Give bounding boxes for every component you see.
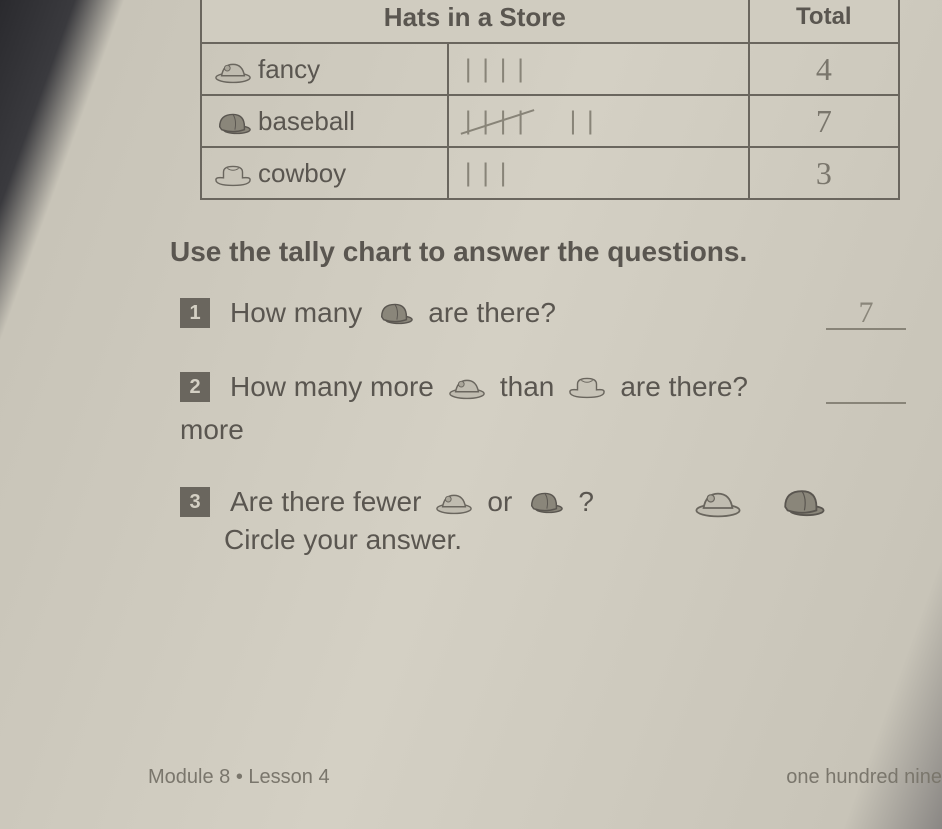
fancy-hat-icon	[448, 374, 486, 400]
hat-name-cell: fancy	[201, 43, 448, 95]
question-1: 1 How many are there? 7	[180, 296, 912, 330]
q2-text-pre: How many more	[230, 371, 434, 403]
cowboy-hat-icon	[568, 374, 606, 400]
instruction-text: Use the tally chart to answer the questi…	[170, 236, 912, 268]
table-title: Hats in a Store	[201, 0, 749, 43]
hat-name-cell: cowboy	[201, 147, 448, 199]
footer-module-lesson: Module 8 • Lesson 4	[148, 766, 330, 789]
q1-text-post: are there?	[428, 297, 556, 329]
tally-chart: Hats in a Store Total fancy||||4baseball…	[200, 0, 900, 200]
table-row: fancy ||||4	[201, 43, 899, 95]
question-number: 2	[180, 372, 210, 402]
cowboy-hat-icon	[214, 162, 252, 188]
question-number: 3	[180, 487, 210, 517]
total-header: Total	[749, 0, 899, 43]
baseball-hat-icon	[526, 489, 564, 515]
tally-cell: |||	[448, 147, 749, 199]
q2-suffix: more	[180, 414, 244, 446]
baseball-hat-icon	[376, 300, 414, 326]
q1-answer-blank[interactable]: 7	[826, 296, 906, 330]
table-row: cowboy |||3	[201, 147, 899, 199]
q1-text-pre: How many	[230, 297, 362, 329]
q3-choice-baseball-icon[interactable]	[778, 485, 826, 519]
q2-answer-blank[interactable]	[826, 370, 906, 404]
q3-choice-fancy-icon[interactable]	[694, 485, 742, 519]
question-number: 1	[180, 298, 210, 328]
tally-cell: ||||	[448, 43, 749, 95]
q2-text-post: are there?	[620, 371, 748, 403]
q2-text-mid: than	[500, 371, 555, 403]
question-3: 3 Are there fewer or ?	[180, 486, 912, 518]
hat-name-label: baseball	[258, 106, 355, 136]
hat-name-cell: baseball	[201, 95, 448, 147]
table-row: baseball |||| ||7	[201, 95, 899, 147]
baseball-hat-icon	[214, 110, 252, 136]
question-2: 2 How many more than are there? more	[180, 370, 912, 446]
fancy-hat-icon	[214, 58, 252, 84]
q3-text-post: ?	[578, 486, 594, 518]
hat-name-label: cowboy	[258, 158, 346, 188]
q3-text-mid: or	[487, 486, 512, 518]
total-cell: 7	[749, 95, 899, 147]
total-cell: 3	[749, 147, 899, 199]
tally-cell: |||| ||	[448, 95, 749, 147]
total-cell: 4	[749, 43, 899, 95]
worksheet-page: Hats in a Store Total fancy||||4baseball…	[70, 0, 942, 829]
hat-name-label: fancy	[258, 54, 320, 84]
footer-page-number: one hundred nine	[786, 766, 942, 789]
q3-subtext: Circle your answer.	[224, 524, 912, 556]
q3-text-pre: Are there fewer	[230, 486, 421, 518]
fancy-hat-icon	[435, 489, 473, 515]
